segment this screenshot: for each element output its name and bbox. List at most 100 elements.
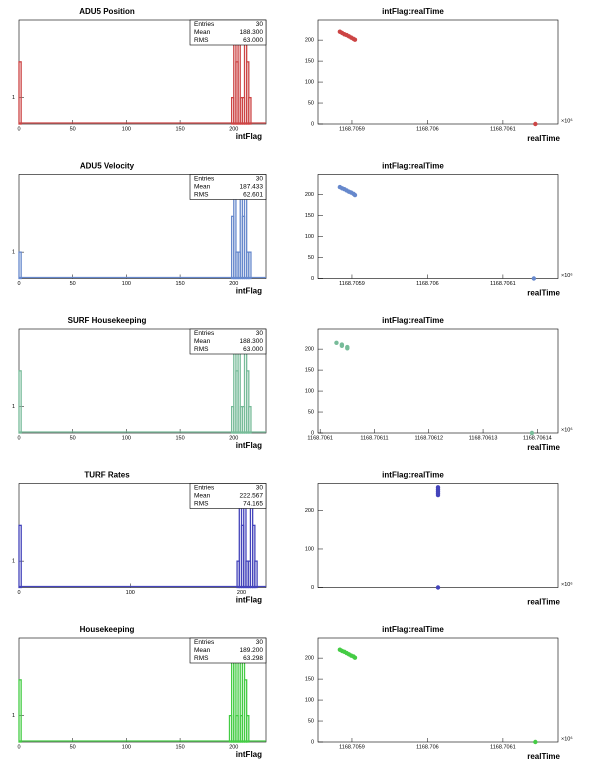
x-exponent: ×10⁶ — [561, 735, 573, 742]
y-tick-label: 100 — [305, 698, 314, 704]
x-tick-label: 50 — [70, 435, 76, 441]
scatter-point — [529, 430, 535, 436]
scatter-point — [435, 585, 441, 590]
stats-value: 74.165 — [243, 501, 263, 508]
scatter-point — [334, 340, 339, 346]
histogram-bar — [246, 370, 250, 434]
stats-label: RMS — [194, 192, 209, 199]
y-tick-label: 0 — [311, 739, 314, 745]
x-tick-label: 100 — [122, 126, 131, 132]
histogram-bar — [18, 370, 22, 434]
stats-value: 30 — [256, 176, 264, 183]
histogram-bar — [251, 524, 256, 589]
x-tick-label: 150 — [175, 744, 184, 750]
stats-label: RMS — [194, 501, 209, 508]
stats-box — [189, 637, 267, 664]
scatter-point — [533, 739, 538, 745]
y-tick-label: 200 — [305, 656, 314, 662]
x-exponent: ×10⁶ — [561, 581, 573, 588]
scatter-point — [345, 346, 350, 351]
plot-frame — [317, 483, 559, 588]
stats-box — [189, 19, 267, 46]
x-tick-label: 100 — [126, 590, 135, 596]
x-tick-label: 200 — [229, 126, 238, 132]
y-tick-label: 1 — [12, 404, 15, 410]
stats-value: 63.000 — [243, 37, 263, 44]
scatter-point — [339, 343, 345, 348]
histogram-bar — [18, 524, 22, 589]
stats-value: 188.300 — [240, 29, 264, 36]
x-axis-label: intFlag — [236, 287, 262, 296]
x-tick-label: 1168.7059 — [339, 126, 365, 132]
x-tick-label: 1168.7059 — [339, 281, 365, 287]
x-tick-label: 1168.70611 — [360, 435, 388, 441]
x-tick-label: 200 — [229, 281, 238, 287]
y-tick-label: 150 — [305, 368, 314, 374]
histogram-bar — [243, 679, 248, 743]
y-tick-label: 1 — [12, 713, 15, 719]
x-axis-label: intFlag — [236, 750, 262, 759]
stats-label: Entries — [194, 176, 215, 183]
y-tick-label: 200 — [305, 347, 314, 353]
stats-box — [189, 328, 267, 355]
x-tick-label: 1168.706 — [416, 744, 439, 750]
scatter-point — [352, 192, 358, 198]
histogram-bar — [18, 61, 22, 125]
chart-title: intFlag:realTime — [382, 162, 444, 171]
y-tick-label: 100 — [305, 389, 314, 395]
x-tick-label: 1168.7059 — [339, 744, 365, 750]
chart-title: intFlag:realTime — [382, 471, 444, 480]
stats-value: 30 — [256, 639, 264, 646]
y-tick-label: 200 — [305, 192, 314, 198]
stats-label: Entries — [194, 330, 215, 337]
x-tick-label: 0 — [17, 281, 20, 287]
stats-label: RMS — [194, 655, 209, 662]
y-tick-label: 200 — [305, 38, 314, 44]
y-tick-label: 50 — [308, 100, 314, 106]
x-axis-label: realTime — [527, 752, 560, 761]
y-tick-label: 0 — [311, 121, 314, 127]
x-axis-label: realTime — [527, 443, 560, 452]
stats-value: 222.567 — [240, 493, 264, 500]
x-tick-label: 50 — [70, 281, 76, 287]
x-tick-label: 1168.70613 — [469, 435, 498, 441]
x-tick-label: 1168.70612 — [414, 435, 443, 441]
x-exponent: ×10⁶ — [561, 272, 573, 279]
x-tick-label: 200 — [237, 590, 246, 596]
scatter-point — [352, 37, 358, 42]
chart-title: ADU5 Position — [79, 7, 135, 16]
x-exponent: ×10⁶ — [561, 426, 573, 433]
histogram-bar — [248, 405, 252, 434]
stats-value: 30 — [256, 330, 264, 337]
x-tick-label: 1168.7061 — [490, 126, 516, 132]
x-tick-label: 1168.706 — [416, 126, 439, 132]
stats-label: Mean — [194, 184, 211, 191]
y-tick-label: 150 — [305, 59, 314, 65]
plot-frame — [317, 328, 559, 434]
scatter-point — [435, 492, 441, 498]
x-tick-label: 150 — [175, 435, 184, 441]
stats-label: Mean — [194, 29, 211, 36]
x-axis-label: realTime — [527, 134, 560, 143]
x-tick-label: 1168.7061 — [307, 435, 333, 441]
chart-title: intFlag:realTime — [382, 625, 444, 634]
stats-value: 30 — [256, 485, 264, 492]
x-tick-label: 1168.706 — [416, 281, 439, 287]
stats-label: Mean — [194, 647, 211, 654]
y-tick-label: 200 — [305, 508, 314, 514]
x-tick-label: 50 — [70, 744, 76, 750]
x-tick-label: 150 — [175, 126, 184, 132]
chart-title: TURF Rates — [84, 471, 130, 480]
chart-title: intFlag:realTime — [382, 316, 444, 325]
y-tick-label: 1 — [12, 559, 15, 565]
x-tick-label: 150 — [175, 281, 184, 287]
histogram-bar — [18, 679, 22, 743]
stats-value: 30 — [256, 21, 264, 28]
x-tick-label: 100 — [122, 744, 131, 750]
stats-value: 187.433 — [240, 184, 264, 191]
x-tick-label: 200 — [229, 435, 238, 441]
x-tick-label: 0 — [17, 744, 20, 750]
x-exponent: ×10⁶ — [561, 117, 573, 124]
scatter-point — [531, 276, 537, 281]
